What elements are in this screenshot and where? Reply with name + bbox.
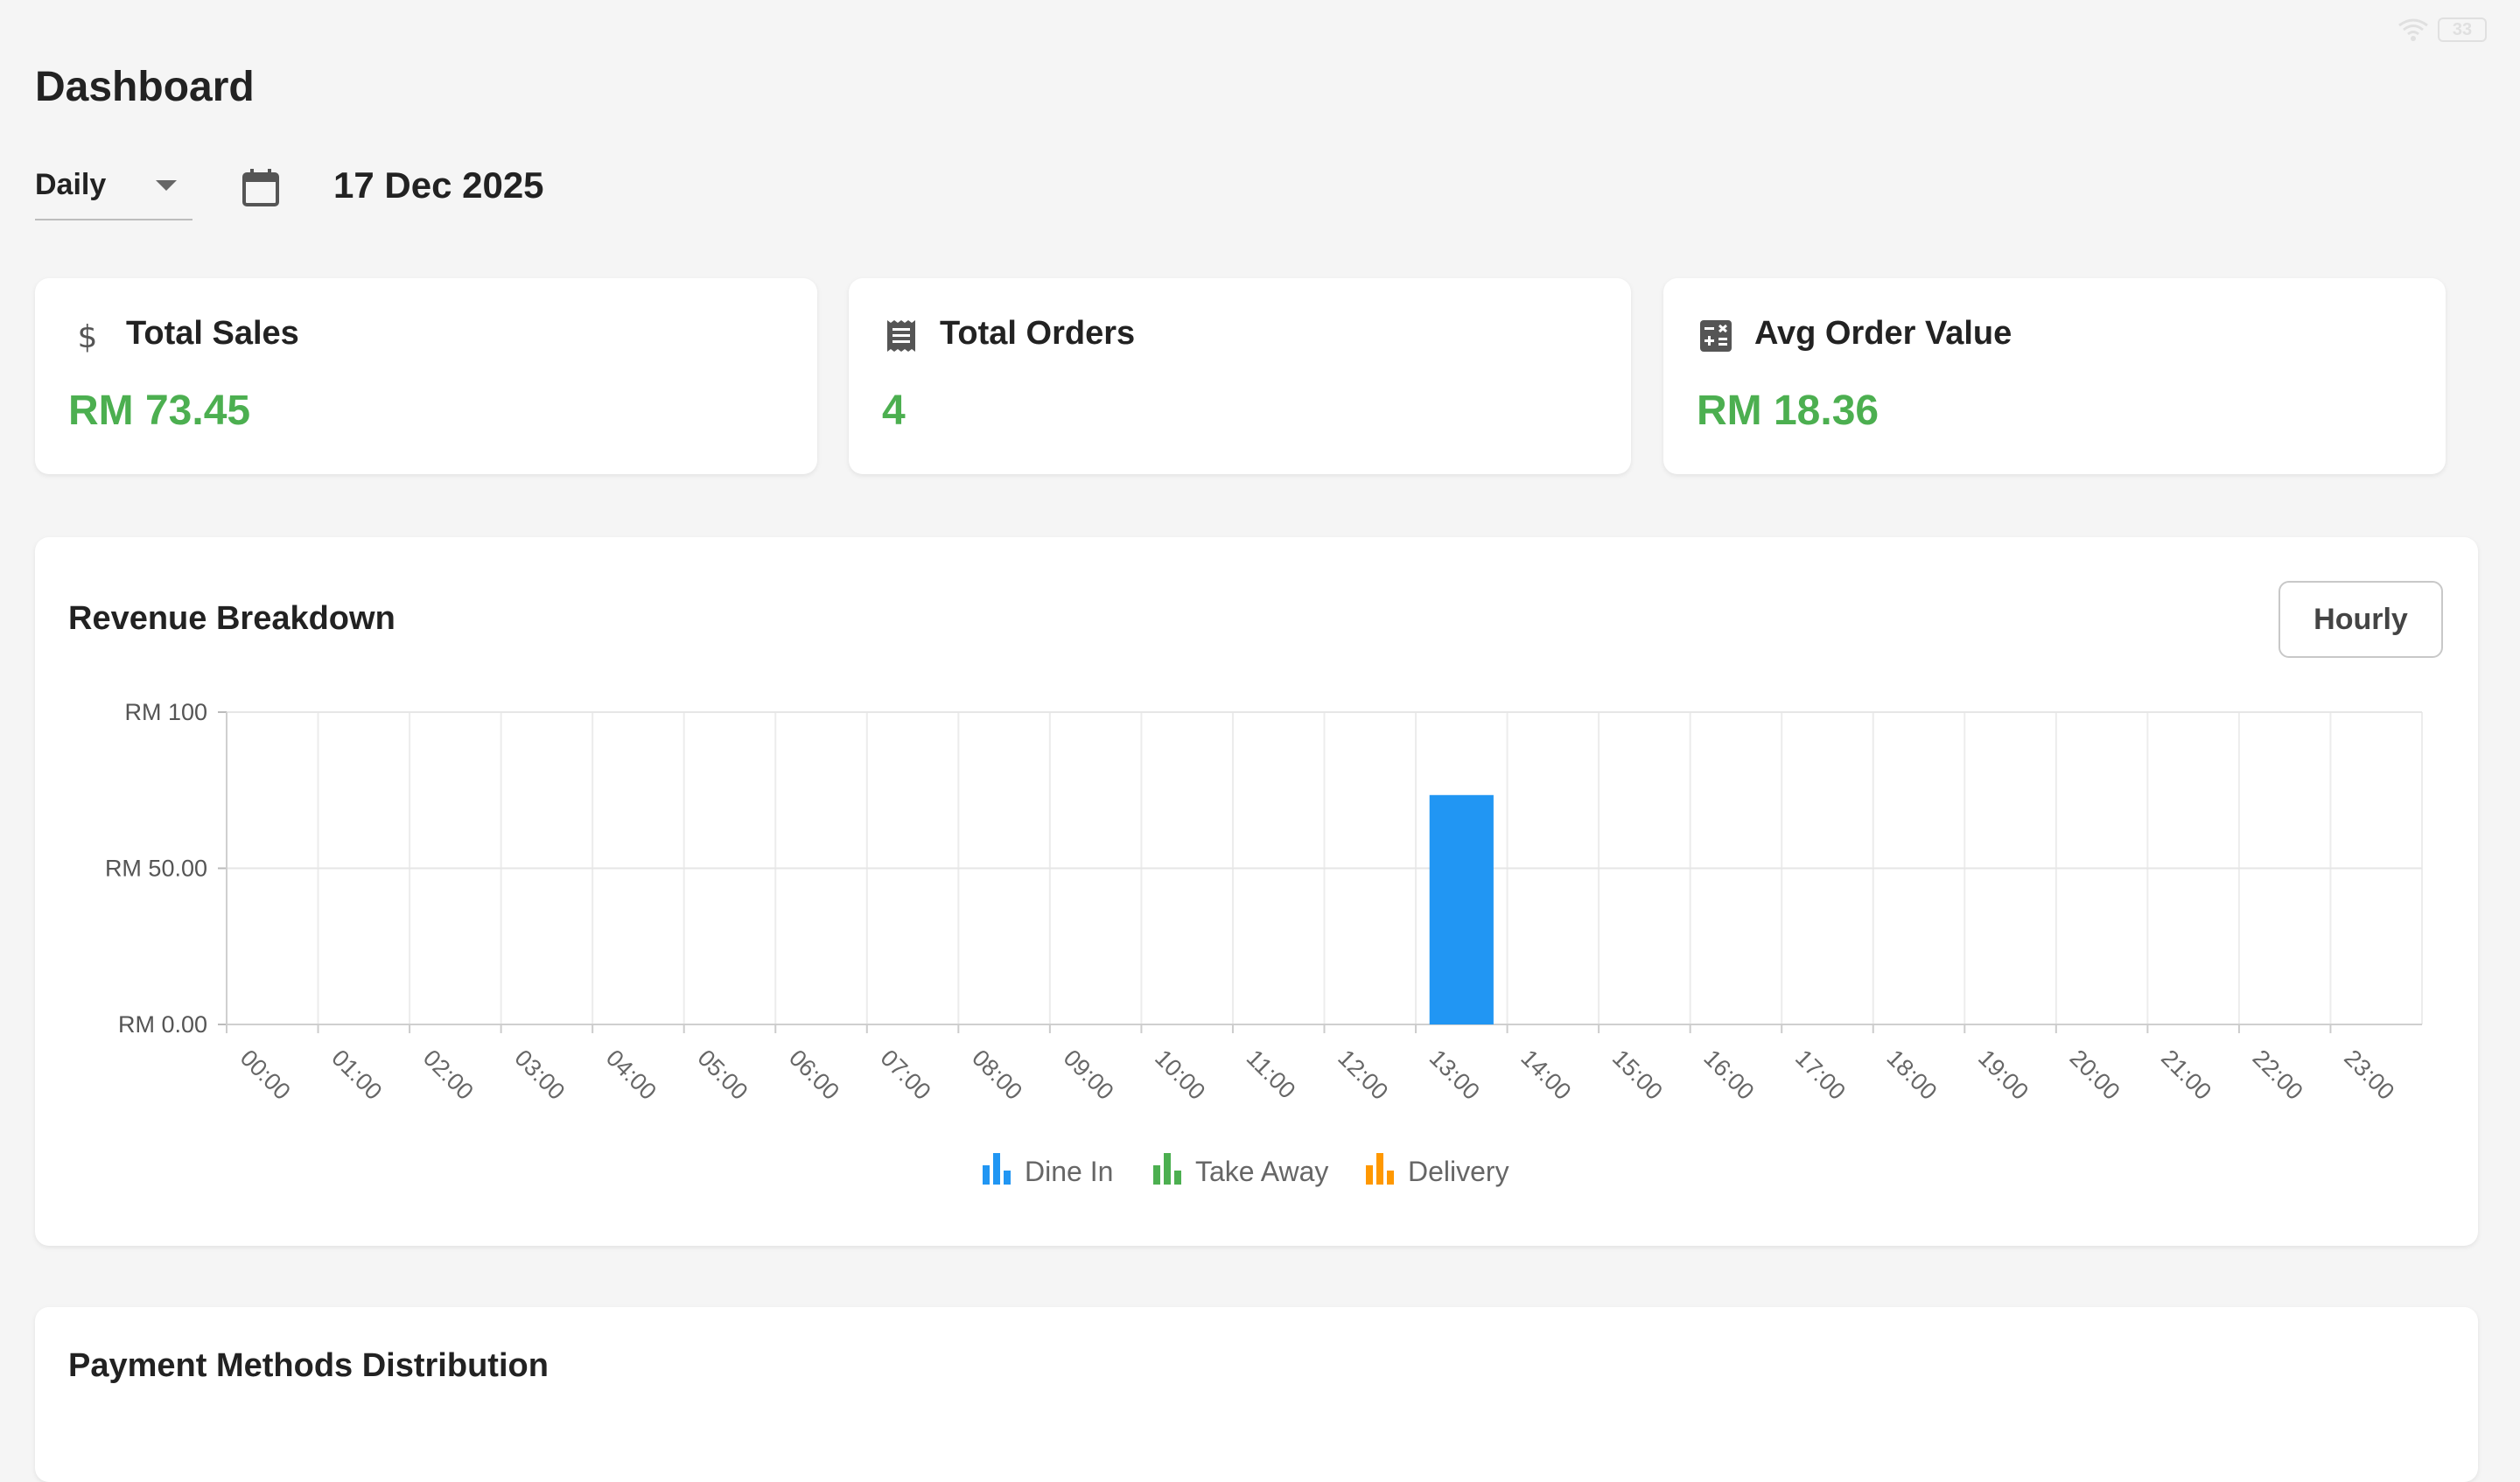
svg-text:$: $: [78, 319, 98, 353]
x-tick-label: 17:00: [1790, 1045, 1851, 1105]
x-tick-label: 21:00: [2156, 1045, 2216, 1105]
total-orders-value: 4: [882, 388, 906, 434]
total-sales-card: $ Total Sales RM 73.45: [35, 278, 817, 474]
calendar-button[interactable]: [240, 166, 282, 208]
avg-order-value-label: Avg Order Value: [1754, 315, 2012, 352]
x-tick-label: 06:00: [784, 1045, 844, 1105]
x-tick-label: 03:00: [509, 1045, 570, 1105]
x-tick-label: 18:00: [1882, 1045, 1942, 1105]
bar-chart-icon-part: [1174, 1171, 1181, 1185]
x-tick-label: 01:00: [326, 1045, 387, 1105]
chevron-down-icon: [156, 180, 177, 191]
x-tick-label: 07:00: [876, 1045, 936, 1105]
legend-label: Delivery: [1408, 1156, 1509, 1187]
avg-order-value-card: Avg Order Value RM 18.36: [1663, 278, 2446, 474]
bar-chart-icon-part: [1004, 1171, 1011, 1185]
period-dropdown[interactable]: Daily: [35, 164, 192, 220]
x-tick-label: 15:00: [1607, 1045, 1668, 1105]
receipt-icon: [887, 320, 915, 352]
x-tick-label: 00:00: [235, 1045, 296, 1105]
bar-chart-icon-part: [1387, 1171, 1394, 1185]
total-sales-label: Total Sales: [126, 315, 299, 352]
battery-level: 33: [2452, 19, 2473, 39]
x-tick-label: 13:00: [1424, 1045, 1485, 1105]
legend-item-take-away[interactable]: Take Away: [1153, 1153, 1328, 1187]
bar-chart-icon-part: [993, 1153, 1000, 1185]
x-tick-label: 08:00: [967, 1045, 1027, 1105]
bar-dine-in: [1429, 794, 1494, 1024]
legend-label: Take Away: [1195, 1156, 1328, 1187]
bar-chart-icon: [1153, 1165, 1160, 1185]
total-orders-label: Total Orders: [940, 315, 1136, 352]
selected-date[interactable]: 17 Dec 2025: [333, 164, 544, 206]
bar-chart-icon: [983, 1165, 990, 1185]
legend-item-delivery[interactable]: Delivery: [1366, 1153, 1509, 1187]
x-tick-label: 09:00: [1059, 1045, 1119, 1105]
legend-label: Dine In: [1025, 1156, 1113, 1187]
x-tick-label: 02:00: [418, 1045, 479, 1105]
avg-order-value-value: RM 18.36: [1697, 388, 1880, 434]
bar-chart-icon-part: [1376, 1153, 1383, 1185]
x-tick-label: 23:00: [2339, 1045, 2399, 1105]
battery-icon: 33: [2438, 17, 2487, 42]
x-tick-label: 11:00: [1242, 1045, 1301, 1104]
bar-chart-icon-part: [1164, 1153, 1171, 1185]
x-tick-label: 04:00: [601, 1045, 662, 1105]
x-tick-label: 22:00: [2248, 1045, 2308, 1105]
legend-item-dine-in[interactable]: Dine In: [983, 1153, 1113, 1187]
total-sales-value: RM 73.45: [68, 388, 251, 434]
bar-chart-icon: [1366, 1165, 1373, 1185]
x-tick-label: 16:00: [1698, 1045, 1759, 1105]
revenue-breakdown-card: Revenue Breakdown Hourly RM 0.00 RM 50.00…: [35, 537, 2478, 1246]
revenue-breakdown-title: Revenue Breakdown: [68, 600, 396, 637]
hourly-toggle-button[interactable]: Hourly: [2278, 581, 2443, 658]
y-tick-label: RM 0.00: [118, 1011, 207, 1038]
calendar-icon: [242, 169, 279, 206]
x-tick-label: 12:00: [1333, 1045, 1393, 1105]
x-tick-label: 19:00: [1973, 1045, 2034, 1105]
y-tick-label: RM 50.00: [105, 856, 207, 882]
revenue-chart: RM 0.00 RM 50.00 RM 100 00:00 01:00 02:00 03:0…: [105, 699, 2423, 1187]
x-tick-label: 05:00: [692, 1045, 752, 1105]
page-title: Dashboard: [35, 64, 255, 110]
payment-methods-card: Payment Methods Distribution: [35, 1307, 2478, 1482]
x-tick-label: 14:00: [1516, 1045, 1576, 1105]
status-bar: 33: [2398, 17, 2487, 42]
period-value: Daily: [35, 168, 107, 201]
y-tick-label: RM 100: [124, 699, 207, 725]
payment-methods-title: Payment Methods Distribution: [68, 1347, 549, 1384]
dollar-icon: $: [78, 319, 98, 353]
wifi-icon: [2398, 18, 2428, 41]
x-tick-label: 10:00: [1150, 1045, 1210, 1105]
x-tick-label: 20:00: [2065, 1045, 2125, 1105]
calculator-icon: [1700, 320, 1732, 352]
total-orders-card: Total Orders 4: [849, 278, 1631, 474]
